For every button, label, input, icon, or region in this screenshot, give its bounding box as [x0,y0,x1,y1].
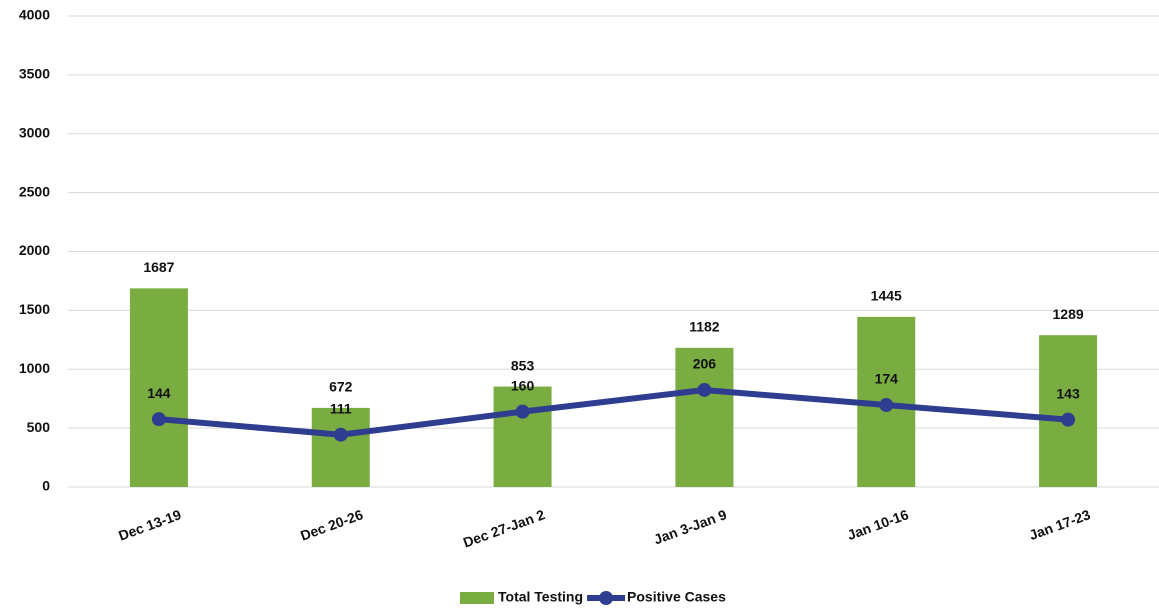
x-tick-label: Jan 10-16 [845,506,911,543]
bar [1039,335,1098,487]
bar [675,347,734,487]
bar [311,407,370,487]
y-tick-label: 3000 [19,124,50,140]
line-value-label: 144 [147,385,171,401]
line-marker [1061,412,1076,427]
y-tick-label: 1000 [19,360,50,376]
line-marker [333,427,348,442]
bar-value-label: 672 [329,379,353,395]
legend-swatch [460,592,494,604]
y-tick-label: 3500 [19,66,50,82]
bar-value-label: 1182 [689,319,720,335]
bar-value-label: 853 [511,357,535,373]
y-tick-label: 500 [27,419,51,435]
line-marker [151,412,166,427]
line-value-label: 160 [511,377,535,393]
line-marker [879,398,894,413]
line-value-label: 174 [875,371,899,387]
y-tick-label: 2000 [19,242,50,258]
bar [493,386,552,487]
line-value-label: 111 [330,400,352,416]
legend-swatch [599,591,614,605]
y-tick-label: 0 [42,478,50,494]
line-marker [515,404,530,419]
line-marker [697,382,712,397]
y-tick-label: 2500 [19,183,50,199]
x-tick-label: Jan 17-23 [1027,506,1093,543]
x-tick-label: Dec 13-19 [116,506,183,543]
legend-label: Total Testing [498,589,583,605]
bar-value-label: 1289 [1053,306,1084,322]
bar [129,288,188,487]
bar-value-label: 1687 [143,259,174,275]
line [158,386,1069,438]
line-value-label: 206 [693,356,717,372]
x-tick-label: Dec 20-26 [298,506,365,543]
line-value-label: 143 [1056,385,1080,401]
bar-value-label: 1445 [871,288,902,304]
legend-label: Positive Cases [627,589,726,605]
x-tick-label: Dec 27-Jan 2 [461,506,547,550]
y-tick-label: 1500 [19,301,50,317]
y-tick-label: 4000 [19,7,50,23]
x-tick-label: Jan 3-Jan 9 [652,506,729,547]
